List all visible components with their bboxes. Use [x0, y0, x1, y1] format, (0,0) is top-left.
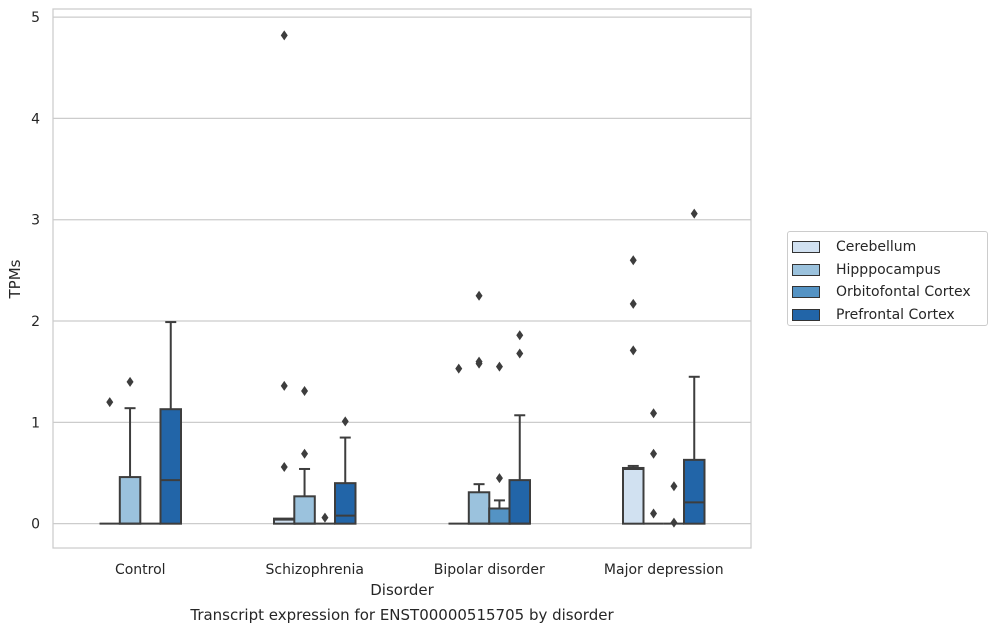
y-tick-label: 3 — [31, 213, 40, 229]
box-0-2 — [448, 363, 469, 525]
x-tick-label: Schizophrenia — [266, 562, 364, 578]
y-axis-label: TPMs — [6, 259, 24, 299]
box-body — [508, 479, 531, 525]
outlier-point — [126, 376, 134, 387]
legend-label: Hipppocampus — [836, 261, 941, 278]
legend-swatch — [792, 286, 820, 299]
y-tick-label: 0 — [31, 517, 40, 533]
outlier-point — [690, 208, 698, 219]
legend-swatch — [792, 308, 820, 321]
box-3-2 — [508, 330, 531, 525]
outlier-point — [301, 448, 309, 459]
outlier-point — [629, 255, 637, 266]
outlier-point — [106, 397, 114, 408]
outlier-point — [495, 361, 503, 372]
box-2-1 — [314, 512, 336, 525]
box-body — [334, 482, 357, 525]
outlier-point — [455, 363, 463, 374]
outlier-point — [650, 408, 658, 419]
outlier-point — [650, 448, 658, 459]
legend-item: Hipppocampus — [792, 259, 987, 282]
box-series — [99, 30, 706, 528]
y-tick-label: 4 — [31, 111, 40, 127]
legend: Cerebellum Hipppocampus Orbitofontal Corte… — [787, 231, 988, 326]
box-3-0 — [159, 321, 182, 525]
plot-frame — [52, 8, 752, 549]
outlier-point — [629, 345, 637, 356]
y-tick-label: 2 — [31, 314, 40, 330]
y-tick-label: 1 — [31, 415, 40, 431]
outlier-point — [280, 380, 288, 391]
outlier-point — [280, 461, 288, 472]
outlier-point — [670, 517, 678, 528]
outlier-point — [495, 473, 503, 484]
box-2-3 — [663, 481, 685, 528]
box-body — [293, 495, 316, 525]
box-1-2 — [467, 290, 491, 525]
outlier-point — [516, 348, 524, 359]
box-body — [159, 408, 182, 525]
box-body — [118, 476, 142, 525]
box-0-1 — [273, 30, 296, 525]
outlier-point — [475, 290, 483, 301]
box-3-3 — [683, 208, 706, 525]
x-tick-label: Control — [115, 562, 166, 578]
outlier-point — [650, 508, 658, 519]
x-tick-label: Major depression — [604, 562, 724, 578]
outlier-point — [341, 416, 349, 427]
outlier-point — [280, 30, 288, 41]
x-tick-label: Bipolar disorder — [434, 562, 545, 578]
legend-label: Orbitofontal Cortex — [836, 284, 971, 301]
box-body — [488, 507, 511, 525]
box-0-0 — [99, 397, 120, 525]
box-body — [622, 466, 645, 525]
box-1-1 — [293, 385, 316, 525]
outlier-point — [516, 330, 524, 341]
gridlines — [53, 16, 751, 525]
outlier-point — [670, 481, 678, 492]
box-body — [467, 491, 491, 525]
outlier-point — [301, 385, 309, 396]
x-axis-label: Disorder — [370, 581, 434, 599]
box-3-1 — [334, 416, 357, 525]
box-0-3 — [622, 255, 645, 525]
figure-caption: Transcript expression for ENST0000051570… — [190, 606, 614, 624]
outlier-point — [629, 298, 637, 309]
legend-label: Cerebellum — [836, 239, 917, 256]
legend-item: Prefrontal Cortex — [792, 304, 987, 327]
legend-item: Orbitofontal Cortex — [792, 281, 987, 304]
outlier-point — [321, 512, 329, 523]
box-1-0 — [118, 376, 142, 525]
legend-label: Prefrontal Cortex — [836, 306, 955, 323]
outlier-point — [475, 356, 483, 367]
legend-swatch — [792, 263, 820, 276]
y-tick-label: 5 — [31, 10, 40, 26]
legend-item: Cerebellum — [792, 236, 987, 259]
legend-swatch — [792, 241, 820, 254]
box-1-3 — [643, 408, 664, 525]
box-2-2 — [488, 361, 511, 525]
tick-labels: 0 1 2 3 4 5 Control Schizophrenia Bipolar disord… — [31, 10, 724, 578]
box-body — [683, 458, 706, 525]
